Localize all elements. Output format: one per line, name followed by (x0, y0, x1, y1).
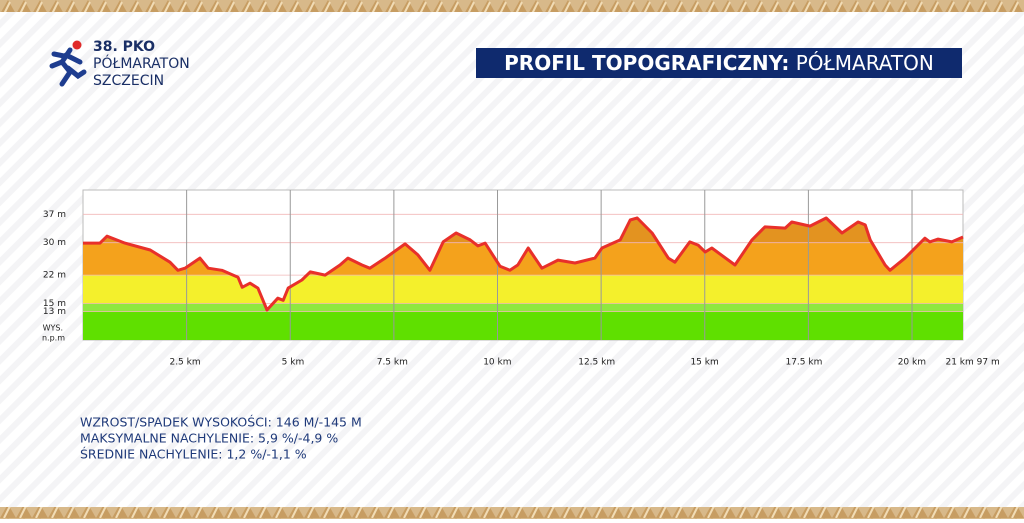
y-axis-label: WYS. (43, 324, 63, 333)
chart: 37 m 30 m 22 m 15 m13 m 2.5 km 5 km 7.5 km 10 k… (42, 189, 1000, 368)
logo-runner (49, 47, 87, 87)
stat-line: WZROST/SPADEK WYSOKOŚCI: 146 M/-145 M (80, 415, 362, 430)
elevation-line (83, 216, 964, 312)
stats: WZROST/SPADEK WYSOKOŚCI: 146 M/-145 M MA… (80, 415, 362, 462)
x-tick-label: 2.5 km (169, 358, 200, 368)
logo-dot (72, 40, 82, 50)
x-tick-label: 10 km (483, 358, 511, 368)
y-tick-label: 37 m (43, 210, 66, 220)
elevation-band (83, 303, 963, 312)
logo-text: SZCZECIN (93, 73, 164, 89)
rope-top (0, 0, 1024, 12)
elevation-band (83, 275, 963, 304)
y-axis-label: n.p.m (42, 334, 65, 343)
logo-text: PÓŁMARATON (93, 54, 190, 72)
chart-title: PROFIL TOPOGRAFICZNY: PÓŁMARATON (504, 51, 934, 75)
x-tick-label: 7.5 km (377, 358, 408, 368)
logo: 38. PKO PÓŁMARATON SZCZECIN (49, 39, 190, 89)
elevation-band (83, 311, 963, 340)
x-tick-label: 21 km 97 m (945, 358, 999, 368)
stat-line: ŚREDNIE NACHYLENIE: 1,2 %/-1,1 % (80, 447, 307, 462)
y-tick-label: 15 m (43, 299, 66, 309)
title-light: PÓŁMARATON (796, 51, 934, 75)
title-box (476, 48, 962, 78)
x-tick-label: 5 km (282, 358, 305, 368)
x-tick-label: 12.5 km (578, 358, 615, 368)
logo-text: 38. PKO (93, 39, 155, 55)
y-tick-label: 22 m (43, 271, 66, 281)
title-bold: PROFIL TOPOGRAFICZNY: (504, 51, 789, 75)
y-tick-label: 13 m (43, 307, 66, 317)
x-tick-label: 15 km (690, 358, 718, 368)
y-tick-label: 30 m (43, 238, 66, 248)
x-tick-label: 17.5 km (785, 358, 822, 368)
rope-bottom (0, 507, 1024, 519)
x-tick-label: 20 km (898, 358, 926, 368)
stat-line: MAKSYMALNE NACHYLENIE: 5,9 %/-4,9 % (80, 431, 338, 446)
